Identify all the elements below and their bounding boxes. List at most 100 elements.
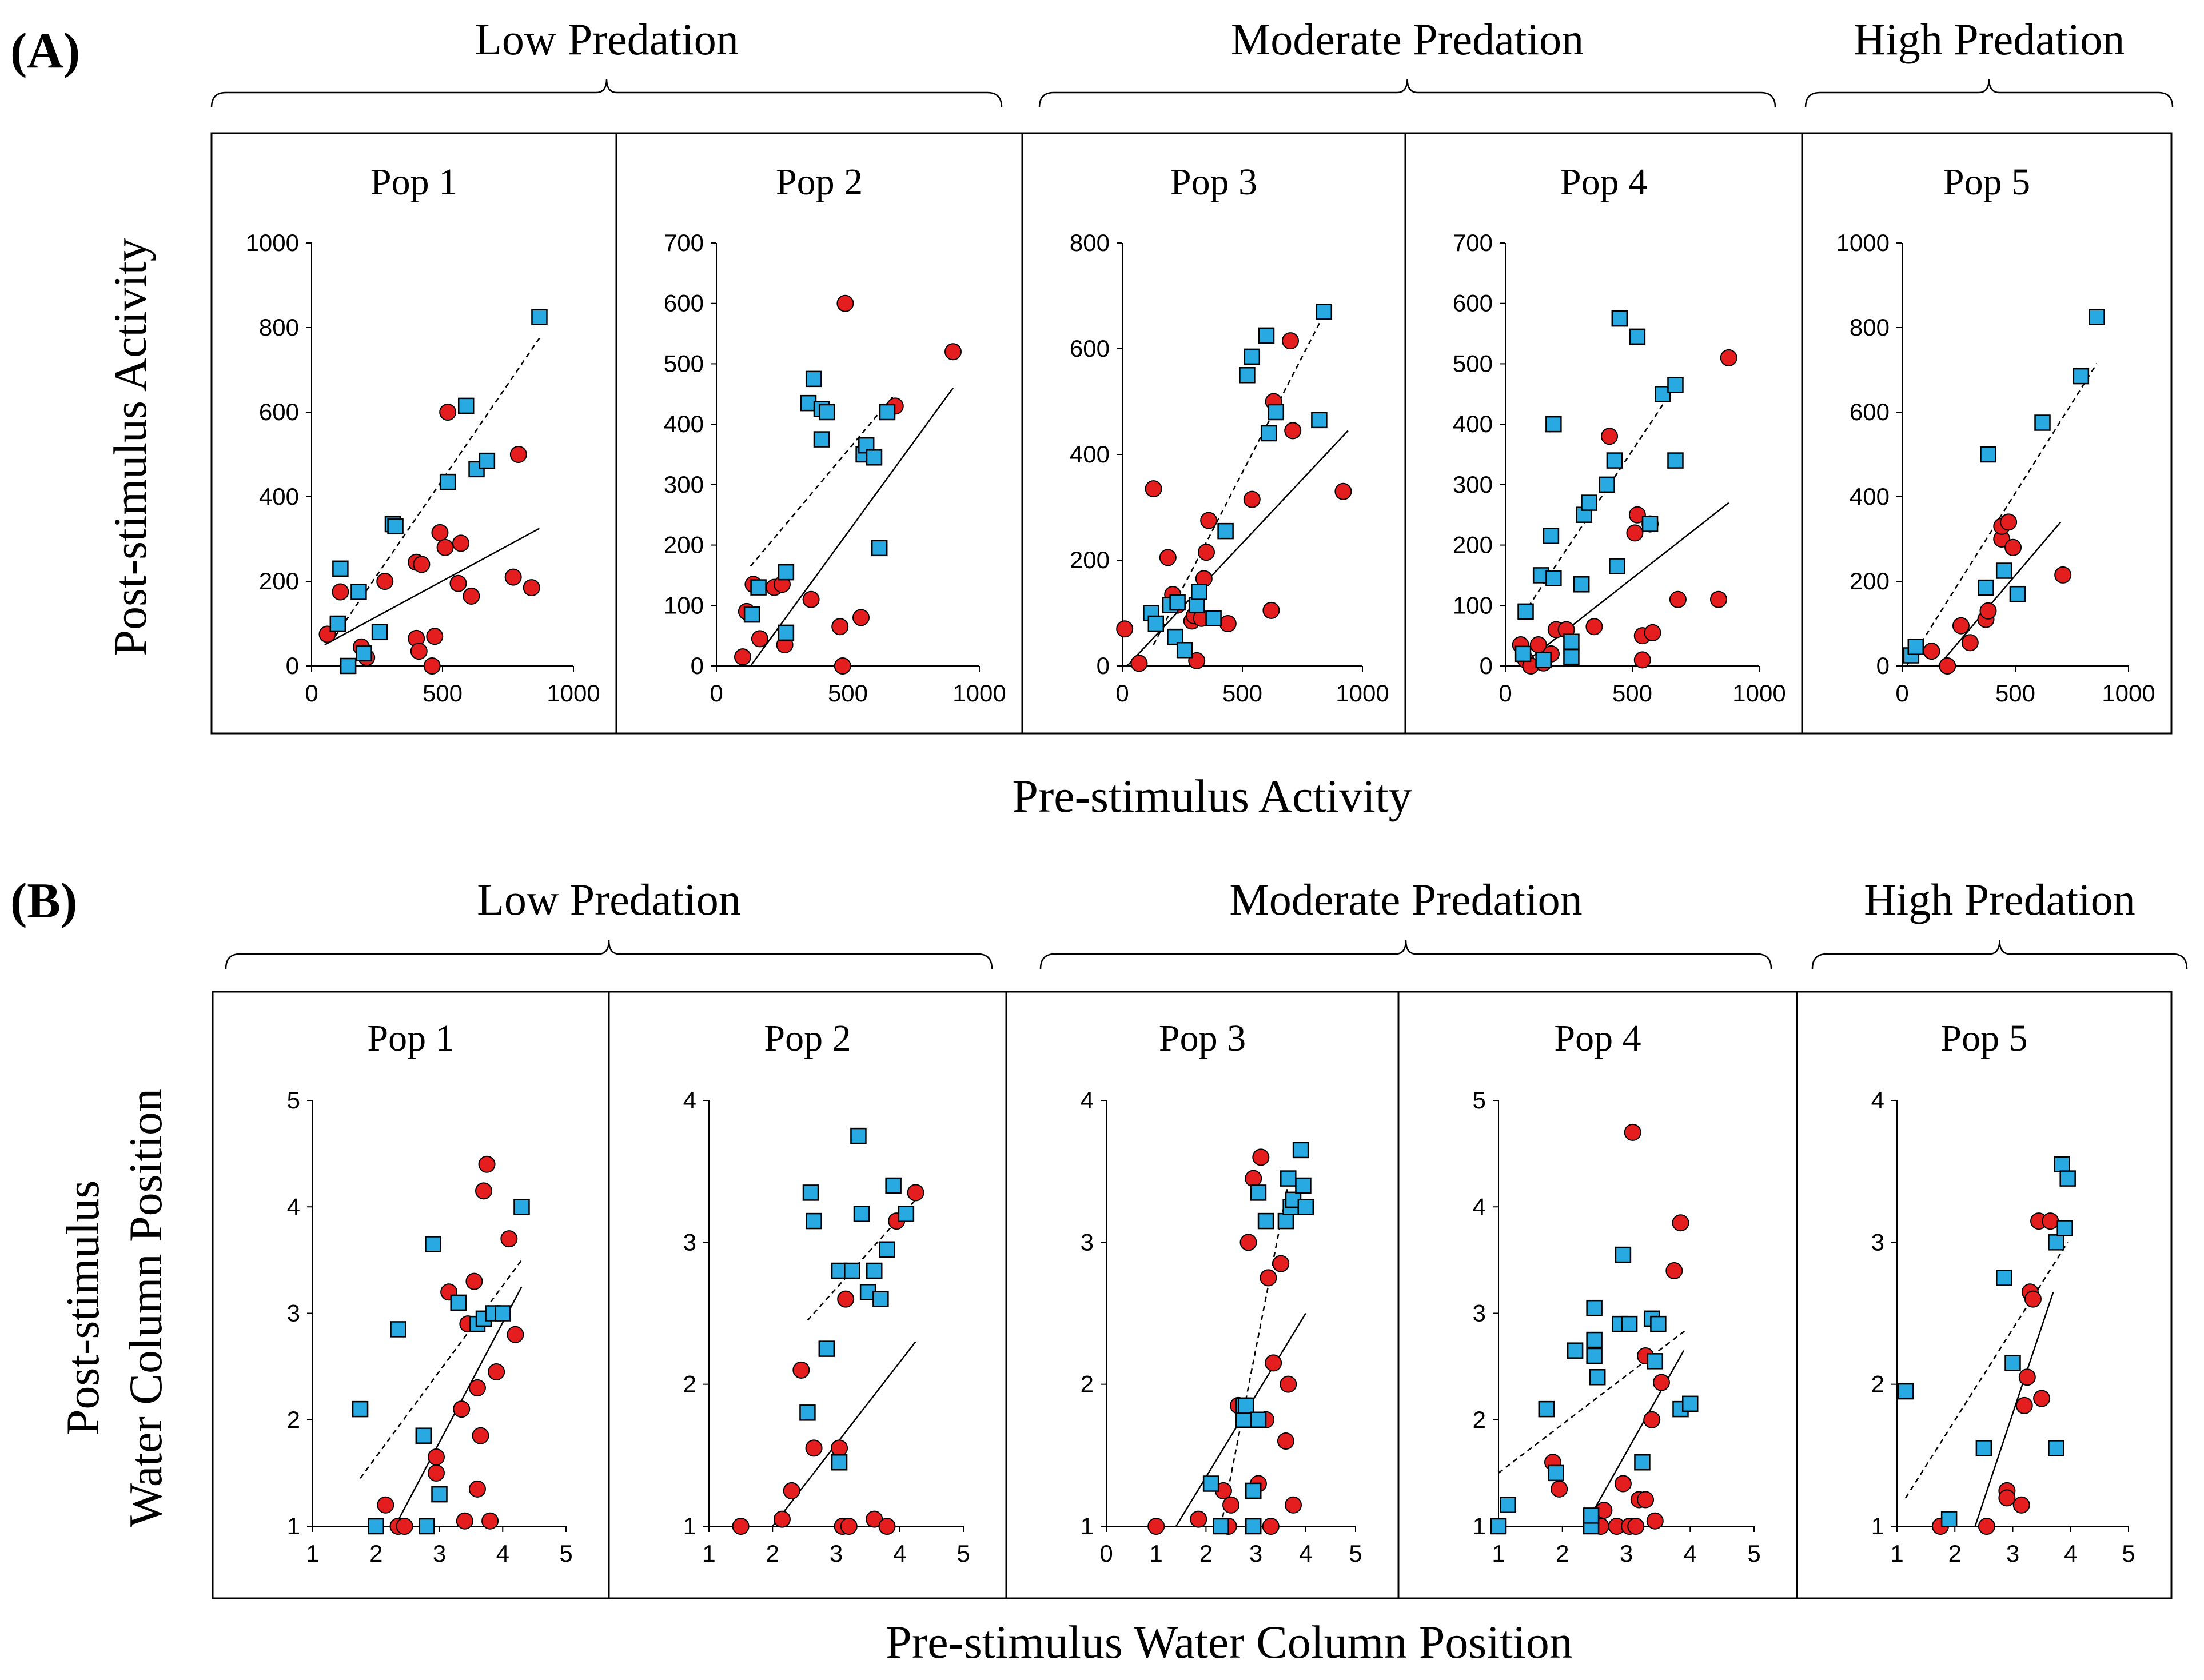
y-tick-label: 1000 [1836, 229, 1890, 256]
data-point-circle [944, 343, 962, 361]
data-point-square [1978, 579, 1994, 596]
y-tick-label: 3 [683, 1228, 696, 1255]
data-point-circle [1672, 1214, 1689, 1232]
data-point-square [340, 657, 357, 675]
data-point-circle [507, 1326, 524, 1343]
data-point-square [806, 1212, 822, 1230]
plot-a-pop-1: Pop 1 0 200 400 600 800 1000 0 500 1000 [246, 161, 600, 707]
plot-title: Pop 2 [776, 161, 863, 203]
group-label: Low Predation [475, 14, 738, 64]
data-point-circle [1624, 1123, 1641, 1141]
data-point-square [415, 1427, 432, 1444]
data-point-square [2089, 309, 2105, 325]
data-point-circle [1627, 1518, 1645, 1535]
data-point-square [332, 560, 349, 577]
data-point-square [513, 1199, 530, 1215]
group-bracket [1811, 940, 2188, 969]
panel-b-y-axis-title-line2: Water Column Position [119, 1088, 172, 1527]
solid-trend-line [1974, 1291, 2054, 1527]
data-point-circle [2000, 513, 2018, 531]
y-tick-label: 800 [259, 314, 299, 341]
data-point-square [818, 404, 835, 421]
data-point-square [1292, 1142, 1309, 1159]
data-point-circle [831, 1439, 848, 1457]
data-point-square [1239, 367, 1256, 384]
y-tick-label: 3 [287, 1300, 300, 1327]
data-point-square [2009, 585, 2026, 602]
x-tick-label: 5 [1747, 1540, 1760, 1567]
solid-trend-line [1938, 521, 2062, 667]
data-point-square [1167, 628, 1183, 645]
data-point-square [1940, 1511, 1958, 1527]
y-tick-label: 4 [287, 1193, 300, 1220]
data-point-square [1586, 1299, 1603, 1316]
x-tick-label: 1000 [1336, 680, 1389, 707]
y-tick-label: 2 [683, 1371, 696, 1398]
data-point-square [879, 1241, 895, 1258]
data-point-square [1996, 1270, 2012, 1286]
y-tick-label: 600 [664, 290, 704, 317]
group-label: Moderate Predation [1229, 875, 1582, 924]
x-tick-label: 0 [1498, 680, 1512, 707]
data-point-circle [1334, 482, 1352, 500]
plot-title: Pop 1 [370, 161, 457, 203]
data-point-square [1213, 1518, 1229, 1535]
plot-title: Pop 4 [1560, 161, 1647, 203]
y-tick-label: 300 [664, 471, 704, 498]
data-point-circle [436, 538, 454, 556]
x-tick-label: 1 [1492, 1540, 1505, 1567]
data-point-square [1589, 1369, 1606, 1386]
data-point-circle [1219, 615, 1237, 632]
data-point-circle [1130, 655, 1148, 672]
plot-title: Pop 3 [1170, 161, 1257, 203]
data-point-circle [1646, 1512, 1664, 1530]
data-point-square [1573, 576, 1590, 593]
x-tick-label: 0 [1115, 680, 1129, 707]
data-point-circle [751, 630, 768, 648]
data-point-circle [1939, 657, 1956, 675]
data-point-square [885, 1177, 902, 1194]
data-point-square [1268, 404, 1285, 421]
data-point-circle [1198, 544, 1215, 561]
y-tick-label: 2 [1871, 1371, 1884, 1398]
data-point-circle [488, 1363, 505, 1380]
solid-trend-line [750, 387, 954, 667]
plot-a-pop-2: Pop 2 0 100 200 300 400 500 600 700 0 500 1000 [664, 161, 1006, 707]
data-point-circle [332, 583, 349, 601]
data-point-circle [2012, 1496, 2030, 1514]
x-tick-label: 0 [1895, 680, 1908, 707]
data-point-square [1277, 1212, 1294, 1230]
data-point-circle [783, 1482, 800, 1499]
x-tick-label: 4 [1684, 1540, 1697, 1567]
data-point-square [1244, 348, 1261, 365]
data-point-square [802, 1184, 819, 1201]
data-point-square [1295, 1177, 1312, 1194]
x-tick-label: 5 [956, 1540, 970, 1567]
data-point-square [390, 1321, 406, 1338]
data-point-square [1260, 425, 1277, 442]
data-point-square [844, 1262, 860, 1279]
data-point-circle [1551, 1480, 1568, 1498]
data-point-square [1538, 1400, 1555, 1418]
data-point-circle [2033, 1390, 2051, 1407]
x-tick-label: 1 [306, 1540, 319, 1567]
plot-title: Pop 4 [1554, 1017, 1641, 1059]
group-bracket [1038, 78, 1776, 108]
data-point-circle [456, 1512, 473, 1530]
group-bracket [1804, 78, 2174, 108]
x-tick-label: 3 [433, 1540, 446, 1567]
data-point-square [2048, 1440, 2064, 1456]
x-tick-label: 3 [1249, 1540, 1262, 1567]
x-tick-label: 4 [1299, 1540, 1312, 1567]
y-tick-label: 400 [259, 483, 299, 510]
data-point-circle [1245, 1170, 1262, 1187]
dashed-trend-line [1906, 363, 2098, 667]
y-tick-label: 0 [1097, 652, 1110, 679]
data-point-circle [2042, 1212, 2059, 1230]
plot-title: Pop 5 [1940, 1017, 2027, 1059]
dashed-trend-line [1153, 314, 1325, 645]
y-tick-label: 1 [1871, 1513, 1884, 1539]
data-point-circle [2018, 1368, 2036, 1386]
data-point-circle [2004, 538, 2022, 556]
data-point-square [1897, 1383, 1914, 1400]
